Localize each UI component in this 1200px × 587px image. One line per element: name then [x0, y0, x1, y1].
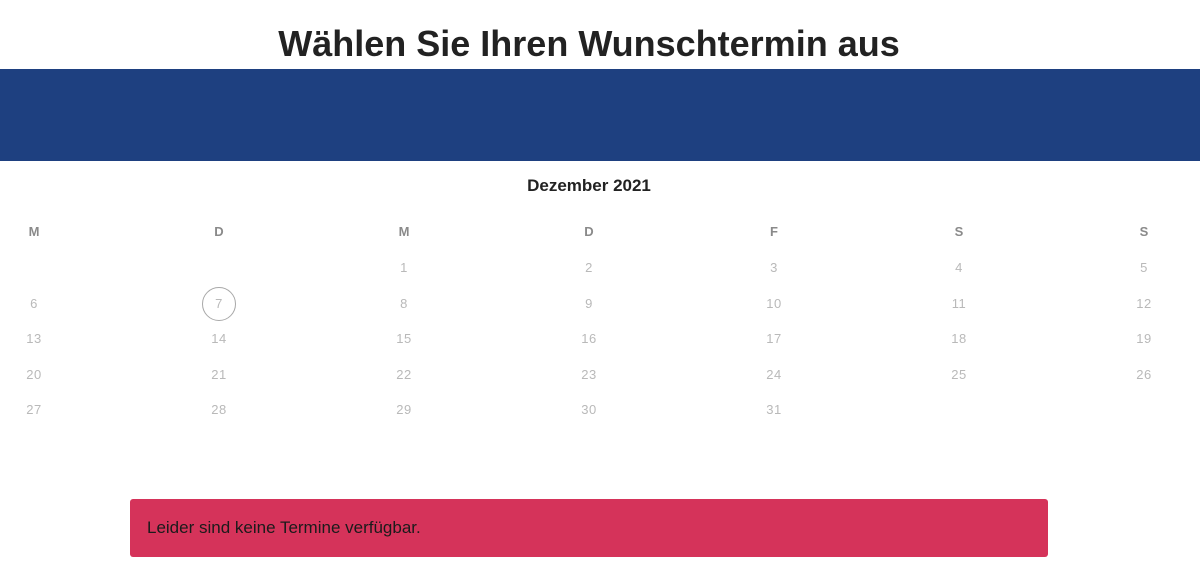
calendar-day[interactable]: 29 [396, 402, 412, 417]
calendar-day[interactable]: 19 [1136, 331, 1152, 346]
calendar-day[interactable]: 23 [581, 367, 597, 382]
weekday-header: M [398, 224, 410, 239]
alert-message: Leider sind keine Termine verfügbar. [147, 518, 421, 537]
calendar-day[interactable]: 9 [585, 296, 593, 311]
calendar-day[interactable]: 5 [1140, 260, 1148, 275]
calendar-day[interactable]: 21 [211, 367, 227, 382]
calendar-day[interactable]: 11 [951, 296, 967, 311]
calendar-day[interactable]: 6 [30, 296, 38, 311]
month-label: Dezember 2021 [527, 176, 651, 195]
calendar-day[interactable]: 30 [581, 402, 597, 417]
weekday-header: F [770, 224, 778, 239]
weekday-header: S [954, 224, 964, 239]
weekday-header: D [214, 224, 224, 239]
calendar-day[interactable]: 3 [770, 260, 778, 275]
header-banner [0, 69, 1200, 161]
calendar-day[interactable]: 25 [951, 367, 967, 382]
calendar-day[interactable]: 22 [396, 367, 412, 382]
calendar-day[interactable]: 12 [1136, 296, 1152, 311]
calendar-day-today[interactable]: 7 [199, 287, 239, 321]
calendar-day[interactable]: 2 [585, 260, 593, 275]
calendar-day[interactable]: 1 [400, 260, 408, 275]
calendar-day[interactable]: 20 [26, 367, 42, 382]
calendar-day[interactable]: 27 [26, 402, 42, 417]
calendar-day[interactable]: 17 [766, 331, 782, 346]
calendar-day[interactable]: 13 [26, 331, 42, 346]
weekday-header: S [1139, 224, 1149, 239]
calendar-day[interactable]: 10 [766, 296, 782, 311]
page-title: Wählen Sie Ihren Wunschtermin aus [278, 23, 900, 64]
calendar-day[interactable]: 18 [951, 331, 967, 346]
calendar-day[interactable]: 8 [400, 296, 408, 311]
calendar-day[interactable]: 14 [211, 331, 227, 346]
calendar-day[interactable]: 28 [211, 402, 227, 417]
no-appointments-alert: Leider sind keine Termine verfügbar. [130, 499, 1048, 557]
calendar-day[interactable]: 31 [766, 402, 782, 417]
calendar-day[interactable]: 4 [955, 260, 963, 275]
calendar-day[interactable]: 24 [766, 367, 782, 382]
weekday-header: M [28, 224, 40, 239]
calendar-day[interactable]: 15 [396, 331, 412, 346]
calendar-day[interactable]: 26 [1136, 367, 1152, 382]
calendar-grid: M D M D F S S 1 2 3 4 5 6 7 8 9 10 11 12 13 14 15 16 17 18 19 20 21… [26, 224, 1152, 417]
weekday-header: D [584, 224, 594, 239]
calendar-day[interactable]: 16 [581, 331, 597, 346]
